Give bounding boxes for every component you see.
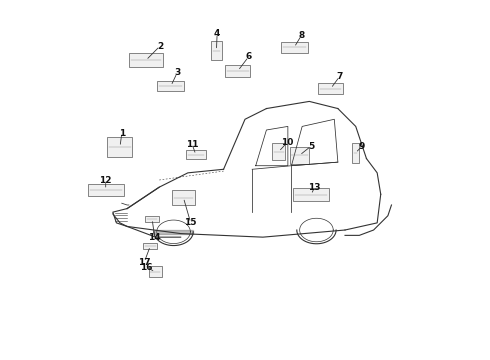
Text: 16: 16 bbox=[141, 263, 153, 272]
Text: 6: 6 bbox=[245, 52, 252, 61]
Bar bbox=[88, 184, 123, 196]
Bar bbox=[148, 266, 162, 277]
Bar bbox=[352, 143, 359, 163]
Text: 7: 7 bbox=[337, 72, 343, 81]
Text: 13: 13 bbox=[308, 183, 321, 192]
Bar bbox=[186, 150, 206, 159]
Text: 12: 12 bbox=[99, 176, 112, 185]
Bar bbox=[145, 216, 159, 222]
Text: 2: 2 bbox=[157, 41, 163, 50]
Bar bbox=[211, 41, 222, 60]
Bar bbox=[157, 81, 184, 91]
Text: 15: 15 bbox=[184, 219, 197, 228]
Text: 11: 11 bbox=[186, 140, 198, 149]
Text: 3: 3 bbox=[174, 68, 180, 77]
Text: 9: 9 bbox=[359, 141, 366, 150]
Bar bbox=[293, 188, 329, 202]
Bar bbox=[225, 64, 250, 77]
Bar bbox=[290, 147, 309, 164]
Text: 17: 17 bbox=[138, 258, 150, 267]
Text: 10: 10 bbox=[281, 138, 294, 147]
Bar bbox=[143, 243, 157, 249]
Text: 4: 4 bbox=[214, 29, 220, 38]
Text: 1: 1 bbox=[119, 129, 125, 138]
Text: 8: 8 bbox=[298, 31, 305, 40]
Text: 14: 14 bbox=[148, 233, 161, 242]
Bar bbox=[318, 83, 343, 94]
Bar bbox=[107, 137, 132, 157]
Bar bbox=[172, 190, 195, 205]
Bar bbox=[129, 53, 163, 67]
Bar bbox=[272, 143, 285, 160]
Bar bbox=[281, 42, 308, 53]
Text: 5: 5 bbox=[308, 141, 314, 150]
